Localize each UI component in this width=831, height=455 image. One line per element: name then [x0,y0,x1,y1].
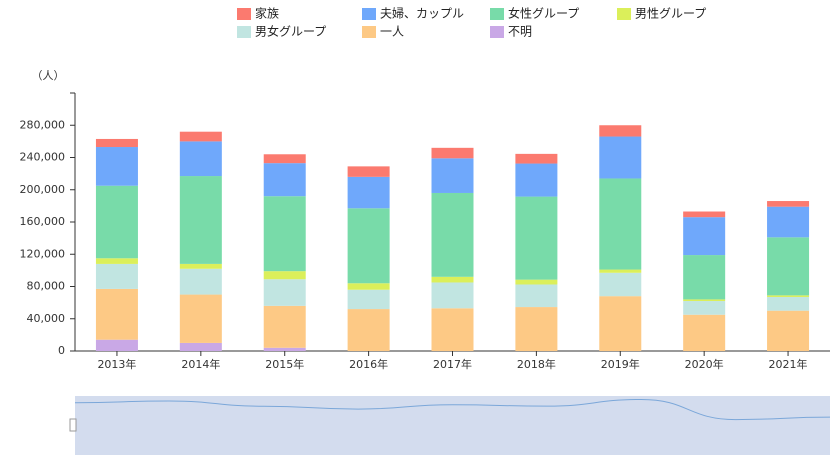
bar-segment [179,263,222,269]
bar-segment [683,217,726,256]
bar-segment [431,308,474,351]
x-tick-label: 2014年 [181,357,220,371]
bar-segment [599,125,642,137]
bar-segment [599,136,642,179]
bar-segment [347,283,390,290]
bar-segment [431,147,474,159]
y-tick-label: 40,000 [27,312,66,325]
bar-segment [95,258,138,264]
bar-segment [263,279,306,306]
legend-swatch [237,8,251,20]
bar-segment [95,263,138,289]
zoom-preview-line [74,398,831,421]
bar-segment [599,178,642,270]
y-tick-label: 160,000 [20,215,66,228]
bar-segment [179,176,222,264]
zoom-handle[interactable] [69,418,77,432]
bar-segment [263,196,306,272]
legend-swatch [362,26,376,38]
x-tick-label: 2013年 [97,357,136,371]
bar-segment [95,138,138,148]
bar-segment [683,255,726,300]
bar-segment [95,339,138,351]
bar-segment [179,141,222,177]
legend-label: 不明 [508,25,532,39]
x-tick-label: 2015年 [265,357,304,371]
y-tick-label: 240,000 [20,151,66,164]
y-tick-label: 120,000 [20,247,66,260]
bar-segment [347,208,390,284]
bar-segment [95,288,138,340]
bar-segment [767,201,810,207]
bar-segment [179,342,222,351]
legend-swatch [362,8,376,20]
bar-segment [347,166,390,177]
bar-segment [767,296,810,311]
legend-label: 家族 [255,6,279,21]
bar-segment [347,176,390,209]
legend-swatch [237,26,251,38]
bar-segment [263,347,306,351]
bar-segment [179,131,222,142]
legend-label: 夫婦、カップル [380,6,464,21]
bar-segment [347,309,390,351]
bar-segment [599,269,642,273]
bar-segment [599,272,642,297]
y-axis-label: （人） [32,69,65,82]
bar-segment [431,192,474,277]
bar-segment [515,279,558,285]
zoom-slider[interactable] [75,396,830,455]
bar-segment [515,153,558,164]
bar-segment [683,211,726,218]
x-tick-label: 2018年 [517,357,556,371]
bar-segment [515,307,558,351]
bar-segment [431,158,474,193]
bar-segment [515,196,558,280]
x-tick-label: 2017年 [433,357,472,371]
bar-segment [179,268,222,295]
legend-swatch [490,8,504,20]
bar-segment [431,282,474,309]
legend-swatch [490,26,504,38]
bar-segment [515,163,558,197]
bar-segment [683,314,726,351]
x-tick-label: 2021年 [769,357,808,371]
x-tick-label: 2019年 [601,357,640,371]
y-tick-label: 280,000 [20,118,66,131]
bar-segment [347,289,390,310]
legend-label: 一人 [380,25,404,39]
bar-segment [767,237,810,296]
legend-label: 男女グループ [255,24,326,39]
y-tick-label: 200,000 [20,183,66,196]
y-tick-label: 80,000 [27,280,66,293]
bar-segment [515,284,558,308]
bar-segment [263,154,306,164]
x-tick-label: 2020年 [685,357,724,371]
bar-segment [263,305,306,348]
bar-segment [767,206,810,238]
legend-label: 男性グループ [635,7,706,21]
bar-segment [95,147,138,186]
bar-segment [431,276,474,283]
bar-segment [683,301,726,315]
bar-segment [599,296,642,351]
legend-label: 女性グループ [508,6,579,21]
bar-segment [767,295,810,297]
bar-segment [263,163,306,197]
bar-segment [683,299,726,302]
bar-segment [95,185,138,259]
bar-segment [767,310,810,351]
y-tick-label: 0 [58,344,65,357]
x-tick-label: 2016年 [349,357,388,371]
legend-swatch [617,8,631,20]
bar-segment [179,294,222,343]
bar-segment [263,271,306,280]
